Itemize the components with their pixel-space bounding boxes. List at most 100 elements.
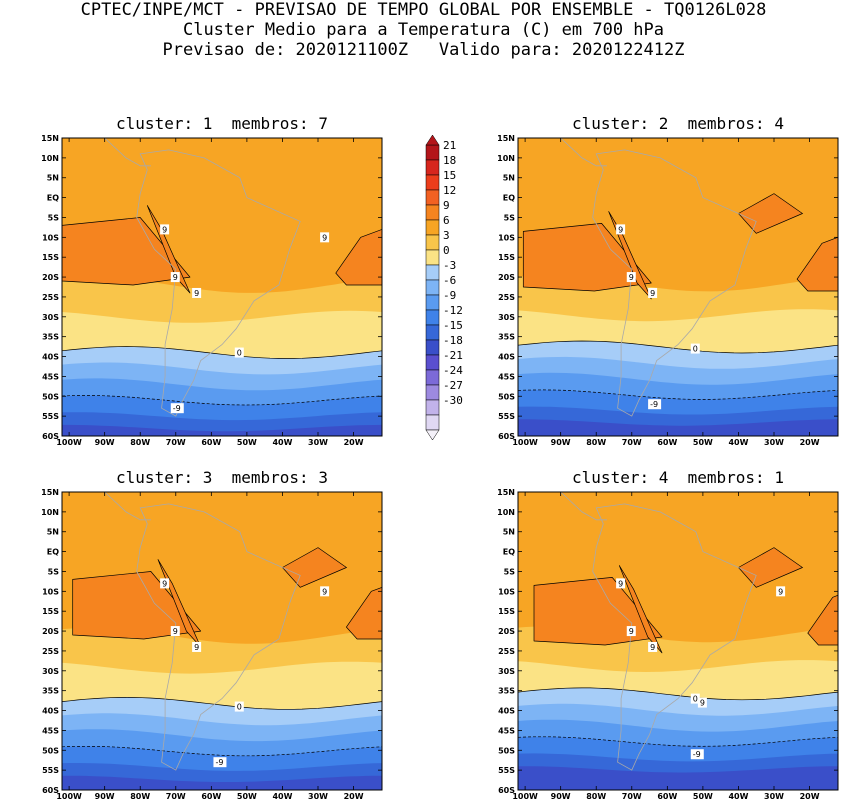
colorbar-label: -3 [443,259,456,272]
contour-label: -9 [650,400,658,409]
lon-tick-label: 30W [308,792,328,801]
contour-label: 9 [194,289,199,298]
contour-label-bg [192,641,202,652]
lat-tick-label: 55S [498,766,515,775]
central-america-coastline [104,492,151,521]
lat-tick-label: 20S [498,273,515,282]
contour-label-bg [170,626,180,637]
colorbar-segment [425,354,440,371]
isotherm-minus9C [62,745,382,757]
lat-tick-label: 45S [42,726,59,735]
lat-tick-label: 40S [42,707,59,716]
title-line-2: Cluster Medio para a Temperatura (C) em … [182,20,665,40]
lat-tick-label: 10N [41,154,59,163]
colorbar-segment [425,159,440,176]
lat-tick-label: 10S [42,233,59,242]
contour-label: -9 [173,404,181,413]
warm-area-9C [346,586,382,640]
lat-tick-label: 5N [47,528,59,537]
colorbar-label: -30 [443,394,463,407]
contour-label-bg [234,347,244,358]
lat-tick-label: 5N [503,174,515,183]
panel-title-4: cluster: 4 membros: 1 [572,468,784,487]
contour-label: 9 [322,233,327,242]
contour-label: 9 [162,225,167,234]
contour-label: 9 [650,643,655,652]
colorbar-segment [425,189,440,206]
lon-tick-label: 60W [201,792,221,801]
lat-tick-label: 25S [42,647,59,656]
warm-area-9C [146,205,191,294]
map-panel-4: 999990-915N10N5NEQ5S10S15S20S25S30S35S40… [497,488,839,801]
lat-tick-label: EQ [503,194,515,203]
colorbar-label: -18 [443,334,463,347]
lon-tick-label: 20W [344,438,364,447]
lat-tick-label: 25S [498,647,515,656]
lon-tick-label: 70W [166,438,186,447]
contour-label: 9 [162,579,167,588]
lon-tick-label: 80W [586,792,606,801]
warm-area-9C [796,236,838,292]
lon-tick-label: 60W [201,438,221,447]
lat-tick-label: 60S [498,432,515,441]
colorbar-label: 9 [443,199,450,212]
lon-tick-label: 80W [586,438,606,447]
band-minus18-minus15 [518,766,838,790]
lat-tick-label: 30S [498,313,515,322]
lon-tick-label: 90W [95,438,115,447]
lat-tick-label: 45S [498,726,515,735]
colorbar-label: 18 [443,154,456,167]
lat-tick-label: 60S [498,786,515,795]
lon-tick-label: 100W [56,438,82,447]
lat-tick-label: 35S [42,333,59,342]
contour-label: 9 [173,273,178,282]
lat-tick-label: 25S [498,293,515,302]
colorbar-segment [425,414,440,431]
colorbar: 21 18 15 12 9 6 3 0 -3 -6 -9 -12 -15 -18 -21 -24 -27 -30 [425,134,463,441]
lat-tick-label: 50S [42,746,59,755]
colorbar-label: 0 [443,244,450,257]
central-america-coastline [560,138,607,167]
contour-label-bg [170,403,184,414]
lon-tick-label: 80W [130,792,150,801]
warm-area-9C [618,565,663,654]
contour-label: 9 [618,579,623,588]
map-panel-1: 9 9 9 9 0 -9 15N 10N 5N EQ 5S 10S 15S 20S 25S 30S 35S 40S… [41,134,383,447]
colorbar-label: -24 [443,364,463,377]
colorbar-label: 3 [443,229,450,242]
south-america-coastline [592,149,757,417]
lat-tick-label: 60S [42,786,59,795]
isotherm-minus9C [518,736,838,747]
lat-tick-label: 15N [41,134,59,143]
lon-tick-label: 70W [622,438,642,447]
contour-label-bg [690,343,700,354]
contour-label: 9 [629,627,634,636]
map-panel-2: 9 9 9 0 -9 15N 10N 5N EQ 5S 10S 15S 20S 25S 30S 35S 40S 4… [497,134,839,447]
lon-tick-label: 30W [764,792,784,801]
lon-tick-label: 100W [56,792,82,801]
contour-label: 0 [693,345,698,354]
lat-tick-label: EQ [47,194,59,203]
lon-tick-label: 40W [272,792,292,801]
lat-tick-label: 15S [42,607,59,616]
lat-tick-label: 20S [498,627,515,636]
isotherm-0C [518,687,838,701]
contour-label-bg [320,586,330,597]
lon-tick-label: 90W [551,438,571,447]
lat-tick-label: 25S [42,293,59,302]
lat-tick-label: 35S [498,687,515,696]
panel-title-3: cluster: 3 membros: 3 [116,468,328,487]
map-frame [61,137,383,437]
lat-tick-label: 10S [498,587,515,596]
lat-tick-label: 10S [42,587,59,596]
map-panel-3: 9 9 9 9 0 -9 15N 10N 5N EQ 5S 10S 15S 20S 25S 30S 35S 40S… [41,488,383,801]
contour-label: 9 [650,289,655,298]
colorbar-label: 21 [443,139,456,152]
isotherm-minus9C [518,389,838,400]
colorbar-label: 15 [443,169,456,182]
central-america-coastline [560,492,607,521]
lat-tick-label: 10S [498,233,515,242]
lat-tick-label: 5N [503,528,515,537]
lat-tick-label: 50S [42,392,59,401]
lon-tick-label: 90W [95,792,115,801]
